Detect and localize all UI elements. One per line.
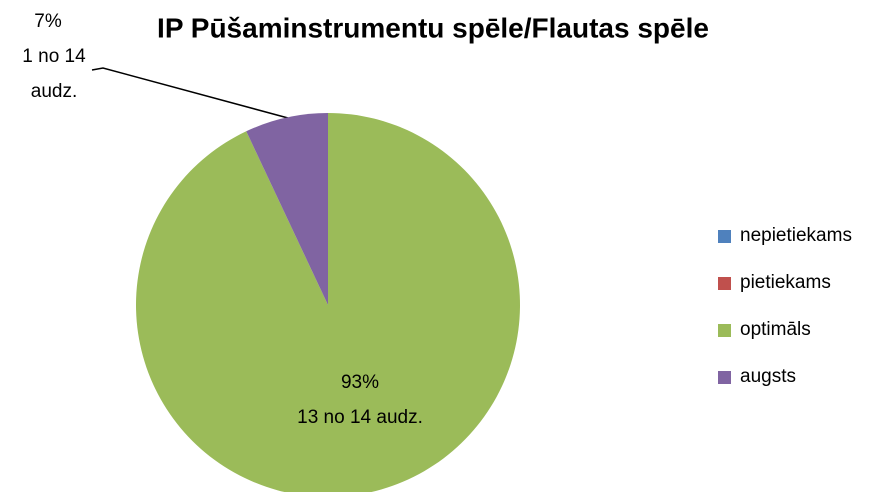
legend-label: nepietiekams [740, 225, 852, 246]
data-label: 1 no 14 [22, 46, 86, 67]
legend-label: augsts [740, 366, 796, 387]
chart-title: IP Pūšaminstrumentu spēle/Flautas spēle [157, 12, 709, 43]
data-label: 7% [34, 11, 62, 32]
legend-label: pietiekams [740, 272, 831, 293]
pie-slice [246, 113, 328, 305]
legend-swatch [718, 371, 731, 384]
legend-swatch [718, 230, 731, 243]
data-label: audz. [31, 81, 77, 102]
legend-swatch [718, 277, 731, 290]
data-label: 13 no 14 audz. [297, 407, 423, 428]
leader-line [91, 67, 289, 119]
data-label: 93% [341, 372, 379, 393]
legend-swatch [718, 324, 731, 337]
legend-label: optimāls [740, 319, 811, 340]
pie-slice [135, 113, 520, 492]
